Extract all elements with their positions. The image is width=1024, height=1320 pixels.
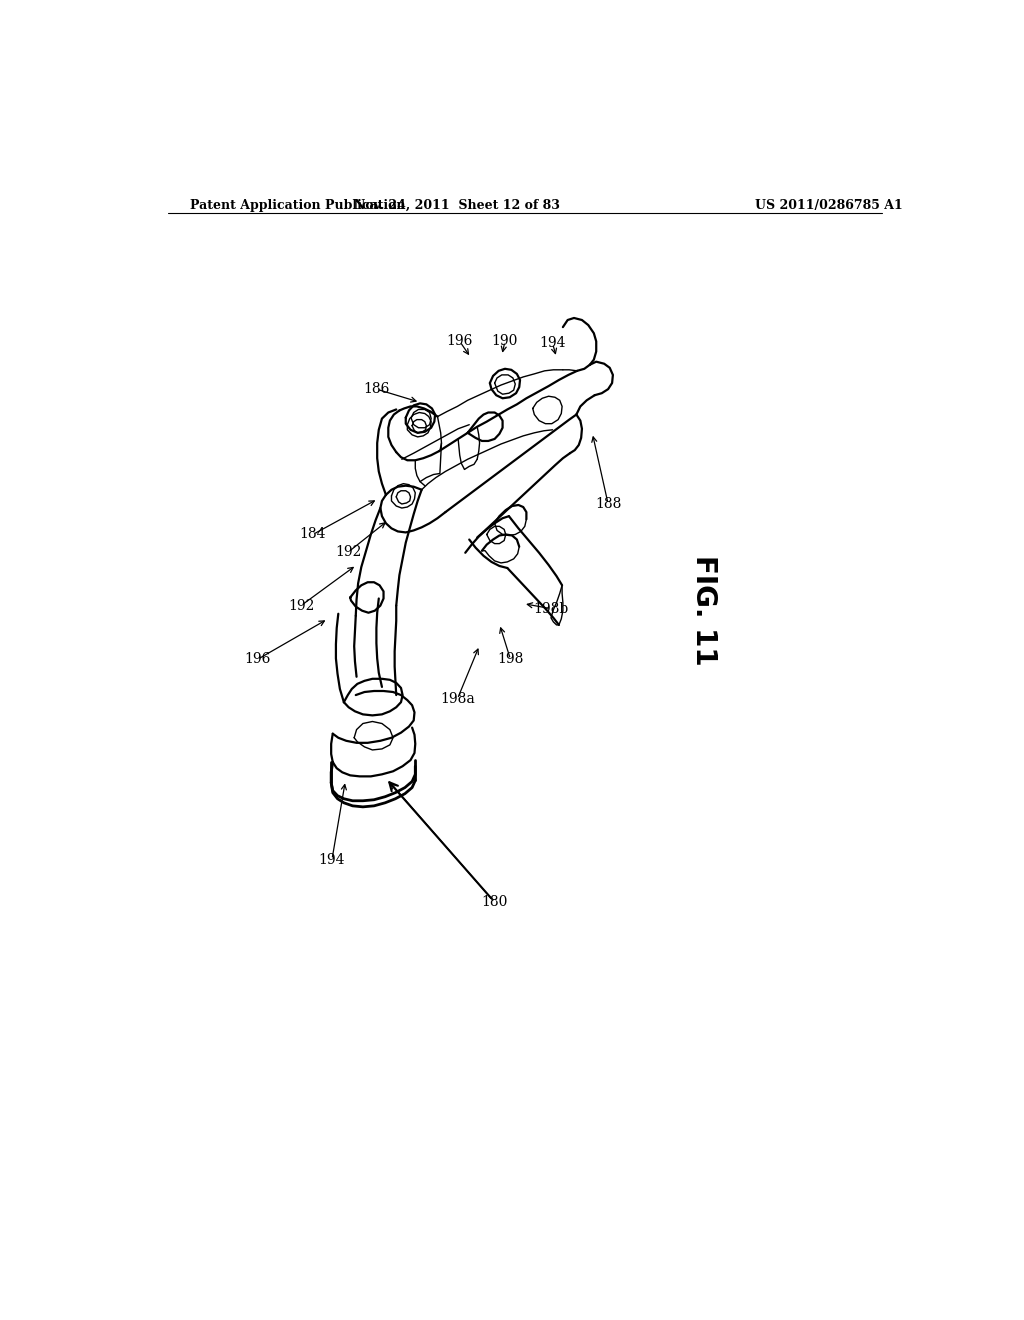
Text: Nov. 24, 2011  Sheet 12 of 83: Nov. 24, 2011 Sheet 12 of 83	[354, 199, 560, 213]
Text: US 2011/0286785 A1: US 2011/0286785 A1	[755, 199, 903, 213]
Text: 192: 192	[288, 598, 314, 612]
Text: 196: 196	[446, 334, 473, 348]
Text: 190: 190	[492, 334, 518, 348]
Text: 198: 198	[498, 652, 523, 667]
Text: 194: 194	[540, 337, 566, 350]
Text: Patent Application Publication: Patent Application Publication	[189, 199, 406, 213]
Text: 198b: 198b	[534, 602, 568, 615]
Text: 188: 188	[595, 496, 622, 511]
Text: 184: 184	[300, 528, 327, 541]
Text: 194: 194	[318, 853, 345, 867]
Text: 180: 180	[481, 895, 508, 909]
Text: 198a: 198a	[440, 692, 475, 706]
Text: 196: 196	[244, 652, 270, 667]
Text: 186: 186	[364, 381, 389, 396]
Text: FIG. 11: FIG. 11	[690, 556, 718, 667]
Text: 192: 192	[336, 545, 361, 558]
